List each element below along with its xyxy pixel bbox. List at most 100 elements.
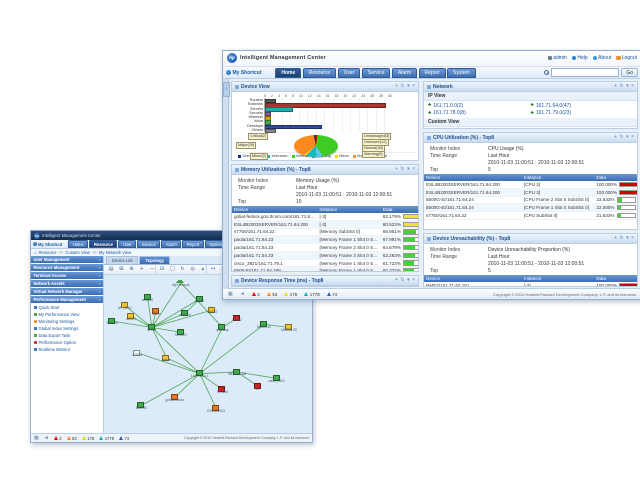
- sidebar-item-quick-start[interactable]: Quick Start: [31, 304, 103, 311]
- fit-view-icon[interactable]: ⊟: [160, 266, 165, 272]
- device-node[interactable]: [162, 354, 170, 361]
- breadcrumb-custom-view[interactable]: Custom View: [65, 250, 90, 255]
- alarm-count-warning[interactable]: 1778: [304, 292, 320, 297]
- header-link-about[interactable]: About: [592, 55, 611, 61]
- collapse-icon[interactable]: ▾: [407, 166, 410, 172]
- cloud-node-icon[interactable]: ☁: [174, 275, 184, 286]
- close-icon[interactable]: ×: [631, 235, 634, 241]
- device-node[interactable]: [176, 329, 184, 336]
- alarm-count-info[interactable]: 74: [119, 436, 129, 441]
- refresh-icon[interactable]: ↻: [400, 166, 405, 172]
- add-icon[interactable]: +: [394, 277, 398, 283]
- add-icon[interactable]: +: [394, 83, 398, 89]
- tab-home[interactable]: Home: [68, 240, 89, 248]
- alarm-panel-icon[interactable]: ▦: [34, 435, 39, 441]
- device-node[interactable]: [108, 317, 116, 324]
- tab-report[interactable]: Report: [418, 67, 446, 78]
- close-icon[interactable]: ×: [412, 277, 415, 283]
- device-node[interactable]: [133, 349, 141, 356]
- tab-service[interactable]: Service: [137, 240, 161, 248]
- zoom-in-icon[interactable]: +: [139, 266, 144, 272]
- refresh-icon[interactable]: ↻: [180, 266, 185, 272]
- tab-user[interactable]: User: [118, 240, 137, 248]
- sidebar-group-performance-management[interactable]: Performance Management ›: [31, 296, 103, 304]
- refresh-icon[interactable]: ↻: [619, 235, 624, 241]
- alarm-count-major[interactable]: 53: [66, 436, 77, 441]
- header-link-help[interactable]: Help: [571, 55, 588, 61]
- refresh-icon[interactable]: ↻: [619, 83, 624, 89]
- add-icon[interactable]: +: [613, 83, 617, 89]
- my-shortcut-button[interactable]: My Shortcut: [33, 242, 62, 247]
- device-cell[interactable]: 5500G-EI/161.71.64.24: [424, 196, 522, 205]
- print-icon[interactable]: ⊞: [119, 266, 124, 272]
- header-link-logout[interactable]: Logout: [616, 55, 637, 61]
- device-cell[interactable]: ESL4B2003SERVER/161.71.64.200: [424, 188, 522, 197]
- breadcrumb-my-network-view[interactable]: My Network View: [98, 250, 132, 255]
- device-node[interactable]: [137, 402, 145, 409]
- add-icon[interactable]: +: [613, 134, 617, 140]
- close-icon[interactable]: ×: [631, 83, 634, 89]
- add-icon[interactable]: +: [613, 235, 617, 241]
- add-icon[interactable]: +: [394, 166, 398, 172]
- search-go-button[interactable]: Go: [621, 68, 638, 77]
- tab-alarm[interactable]: Alarm: [161, 240, 182, 248]
- alarm-count-minor[interactable]: 178: [81, 436, 94, 441]
- device-cell[interactable]: cisco_3921/161.71.79.1: [232, 259, 318, 268]
- device-cell[interactable]: paola/161.71.64.23: [232, 235, 318, 245]
- ip-view-link[interactable]: ♣ 161.71.79.0(23): [531, 110, 634, 116]
- device-cell[interactable]: goliat-fedora.goo.3com.com/161.71.64.94: [232, 213, 318, 221]
- device-cell[interactable]: ESL4B2003SERVER/161.71.64.200: [424, 181, 522, 189]
- device-node[interactable]: [218, 324, 226, 331]
- search-input[interactable]: [551, 68, 620, 77]
- tab-system[interactable]: System: [447, 67, 476, 78]
- sidebar-group-resource-management[interactable]: Resource Management ›: [31, 264, 103, 272]
- device-node[interactable]: [126, 313, 134, 320]
- device-node[interactable]: [285, 324, 293, 331]
- sidebar-item-performance-option[interactable]: Performance Option: [31, 339, 103, 346]
- close-icon[interactable]: ×: [631, 134, 634, 140]
- refresh-icon[interactable]: ↻: [400, 277, 405, 283]
- close-icon[interactable]: ×: [412, 83, 415, 89]
- sidebar-item-my-performance-view[interactable]: My Performance View: [31, 311, 103, 318]
- collapse-icon[interactable]: ▾: [626, 134, 629, 140]
- collapse-icon[interactable]: ▾: [407, 277, 410, 283]
- pan-icon[interactable]: ↔: [211, 266, 216, 272]
- device-node[interactable]: [147, 324, 155, 331]
- sidebar-item-monitoring-settings[interactable]: Monitoring Settings: [31, 318, 103, 325]
- device-node[interactable]: [253, 383, 261, 390]
- alarm-count-major[interactable]: 53: [266, 292, 277, 297]
- alarm-count-critical[interactable]: 2: [53, 436, 62, 441]
- device-cell[interactable]: 5500-EI/161.71.64.198: [232, 266, 318, 271]
- device-node[interactable]: [120, 302, 128, 309]
- view-tab-device-list[interactable]: Device List: [106, 256, 139, 264]
- select-icon[interactable]: ▴: [199, 265, 208, 274]
- tab-service[interactable]: Service: [361, 67, 391, 78]
- save-icon[interactable]: ▤: [108, 266, 114, 272]
- sidebar-group-terminal-access[interactable]: Terminal Access ›: [31, 272, 103, 280]
- device-node[interactable]: [212, 405, 220, 412]
- collapse-icon[interactable]: ▾: [626, 235, 629, 241]
- device-node[interactable]: [218, 386, 226, 393]
- alarm-count-critical[interactable]: 2: [251, 292, 260, 297]
- device-node[interactable]: [151, 308, 159, 315]
- device-cell[interactable]: NMS2/161.71.64.161: [424, 282, 522, 286]
- tab-user[interactable]: User: [337, 67, 361, 78]
- header-link-admin[interactable]: admin: [547, 55, 567, 61]
- device-node[interactable]: [195, 295, 203, 302]
- device-node[interactable]: [195, 370, 203, 377]
- sidebar-group-network-assets[interactable]: Network Assets ›: [31, 280, 103, 288]
- alarm-count-info[interactable]: 74: [326, 292, 337, 297]
- refresh-icon[interactable]: ↻: [400, 83, 405, 89]
- sidebar-group-virtual-network-manager[interactable]: Virtual Network Manager ›: [31, 288, 103, 296]
- sidebar-expand-button[interactable]: ‹: [223, 82, 230, 97]
- tab-report[interactable]: Report: [182, 240, 204, 248]
- device-cell[interactable]: ESL4B2003SERVER/161.71.64.200: [232, 220, 318, 229]
- device-node[interactable]: [208, 306, 216, 313]
- device-cell[interactable]: s7750/161.71.64.22: [232, 228, 318, 237]
- device-node[interactable]: [170, 394, 178, 401]
- export-icon[interactable]: ⊕: [129, 266, 134, 272]
- close-icon[interactable]: ×: [412, 166, 415, 172]
- device-node[interactable]: [260, 321, 268, 328]
- tab-home[interactable]: Home: [275, 67, 302, 78]
- topology-canvas[interactable]: ☁ My Network wx5002 AP_4210 s5820 3600-SI 4210…: [104, 275, 312, 434]
